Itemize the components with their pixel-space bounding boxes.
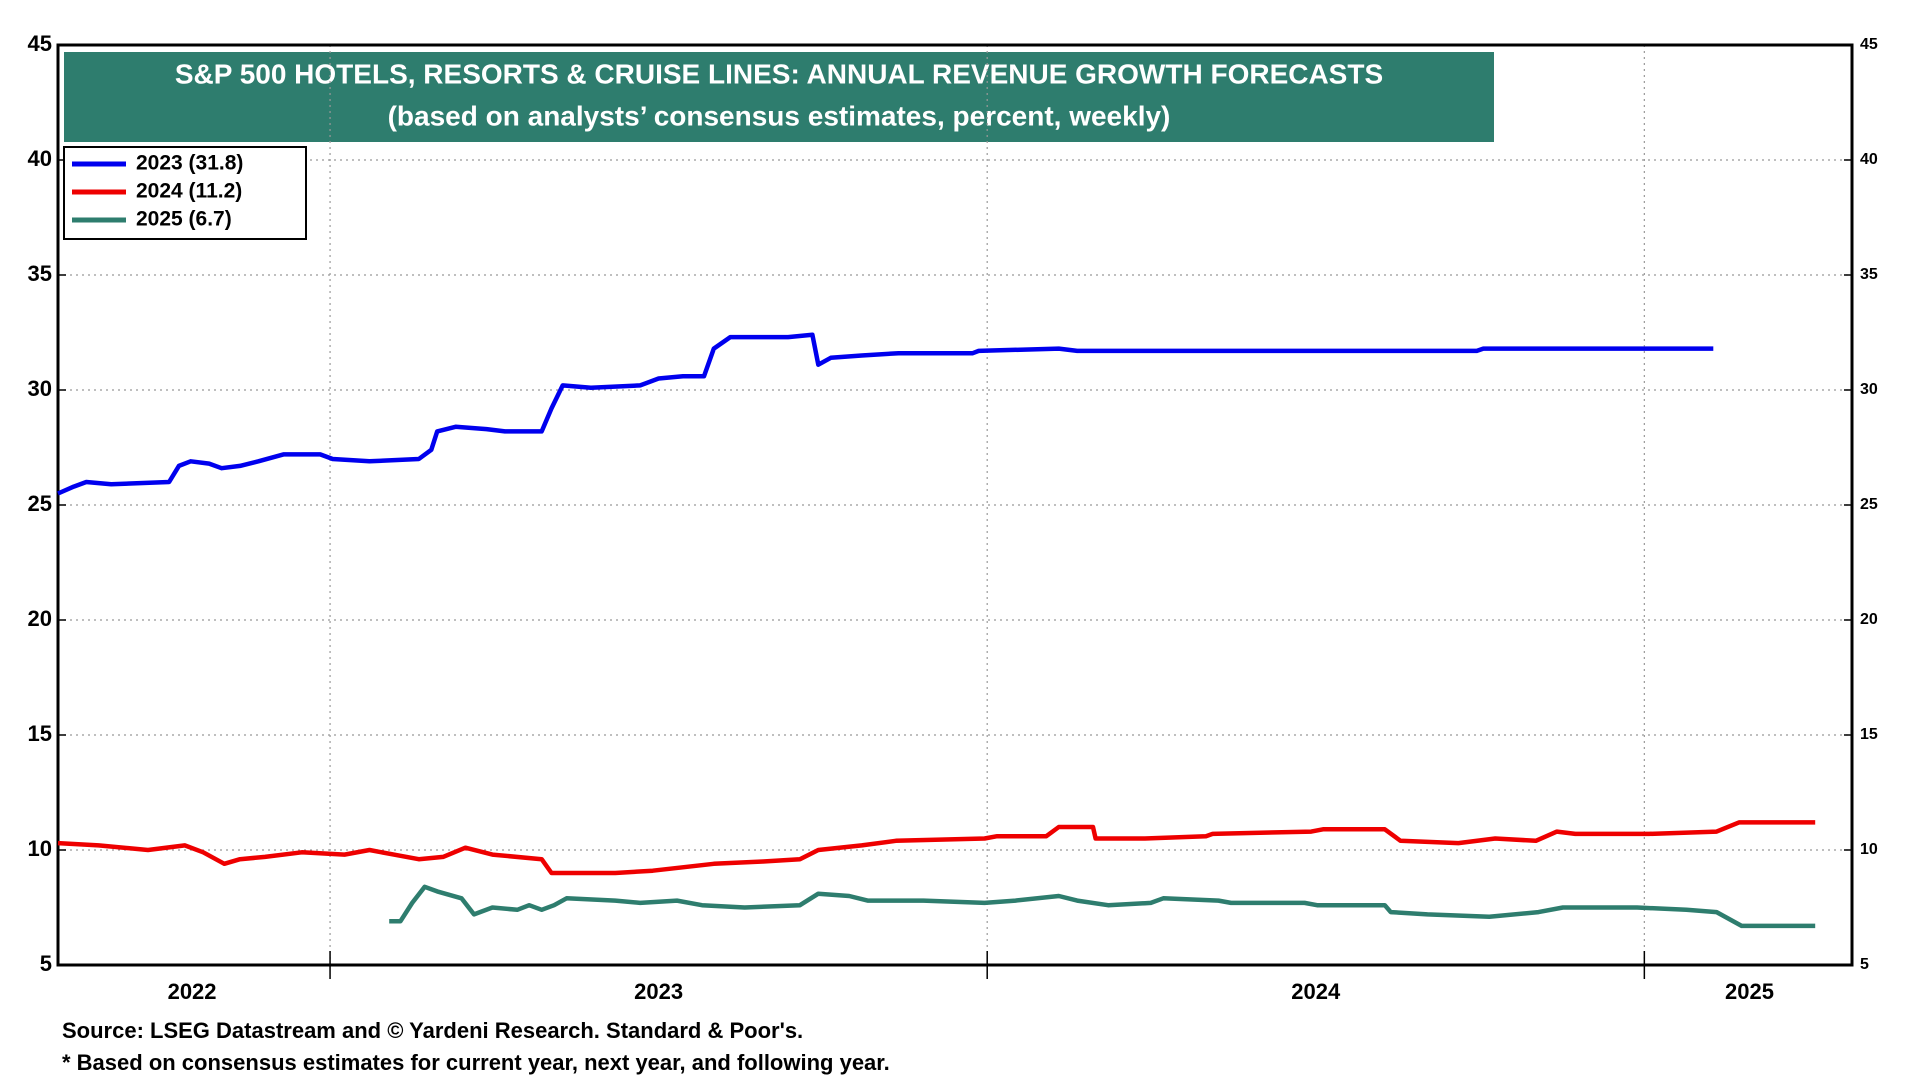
y-tick-label: 15 — [28, 721, 52, 746]
title-box — [64, 52, 1494, 142]
legend-label: 2023 (31.8) — [136, 152, 243, 175]
y-tick-label: 40 — [28, 146, 52, 171]
y2-tick-label: 30 — [1860, 381, 1878, 398]
x-tick-label: 2023 — [634, 979, 683, 1004]
y-tick-label: 35 — [28, 261, 52, 286]
x-tick-label: 2022 — [168, 979, 217, 1004]
y-tick-label: 45 — [28, 31, 52, 56]
y2-tick-label: 35 — [1860, 266, 1878, 283]
source-note: Source: LSEG Datastream and © Yardeni Re… — [62, 1018, 803, 1043]
footnote: * Based on consensus estimates for curre… — [62, 1050, 890, 1075]
y2-tick-label: 5 — [1860, 956, 1869, 973]
y-tick-label: 20 — [28, 606, 52, 631]
y2-tick-label: 20 — [1860, 611, 1878, 628]
x-tick-label: 2025 — [1725, 979, 1774, 1004]
y-tick-label: 25 — [28, 491, 52, 516]
chart-title: S&P 500 HOTELS, RESORTS & CRUISE LINES: … — [175, 58, 1383, 89]
y2-tick-label: 45 — [1860, 36, 1878, 53]
series-line — [57, 332, 1714, 496]
series-line — [389, 884, 1816, 929]
y2-tick-label: 25 — [1860, 496, 1878, 513]
y2-tick-label: 15 — [1860, 726, 1878, 743]
x-tick-label: 2024 — [1291, 979, 1341, 1004]
y-tick-label: 5 — [40, 951, 52, 976]
y-tick-label: 10 — [28, 836, 52, 861]
y-tick-label: 30 — [28, 376, 52, 401]
plot-frame — [56, 43, 1854, 967]
legend-label: 2024 (11.2) — [136, 180, 242, 203]
y2-tick-label: 10 — [1860, 841, 1878, 858]
chart-subtitle: (based on analysts’ consensus estimates,… — [388, 100, 1171, 131]
legend-label: 2025 (6.7) — [136, 208, 232, 231]
series-line — [57, 820, 1816, 876]
y2-tick-label: 40 — [1860, 151, 1878, 168]
